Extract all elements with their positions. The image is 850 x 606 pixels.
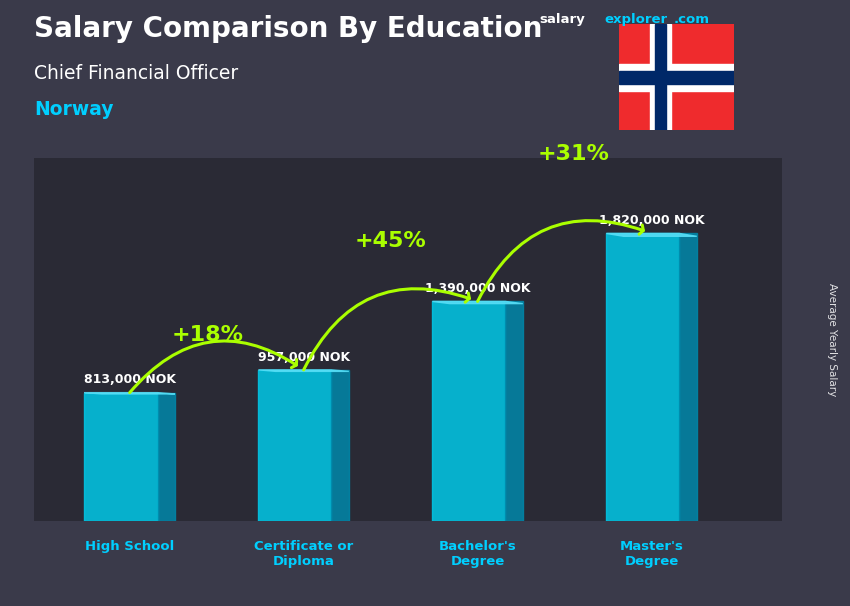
- Text: Chief Financial Officer: Chief Financial Officer: [34, 64, 238, 82]
- Text: High School: High School: [85, 540, 174, 553]
- Text: +45%: +45%: [354, 231, 427, 251]
- Polygon shape: [679, 233, 697, 521]
- Text: Bachelor's
Degree: Bachelor's Degree: [439, 540, 517, 568]
- Polygon shape: [332, 370, 348, 521]
- Polygon shape: [606, 233, 697, 236]
- Text: Certificate or
Diploma: Certificate or Diploma: [254, 540, 354, 568]
- Text: 1,390,000 NOK: 1,390,000 NOK: [425, 282, 530, 295]
- Polygon shape: [433, 301, 523, 304]
- Text: explorer: explorer: [604, 13, 667, 26]
- Bar: [650, 24, 671, 130]
- Text: +31%: +31%: [537, 144, 609, 164]
- Bar: [84, 393, 157, 521]
- Text: 1,820,000 NOK: 1,820,000 NOK: [598, 214, 705, 227]
- Bar: [433, 301, 506, 521]
- Bar: [619, 64, 734, 90]
- Text: Average Yearly Salary: Average Yearly Salary: [827, 283, 837, 396]
- Text: Master's
Degree: Master's Degree: [620, 540, 683, 568]
- Polygon shape: [157, 393, 175, 521]
- Text: 957,000 NOK: 957,000 NOK: [258, 350, 349, 364]
- Polygon shape: [258, 370, 348, 371]
- Text: +18%: +18%: [172, 325, 244, 345]
- Bar: [258, 370, 332, 521]
- Polygon shape: [84, 393, 175, 394]
- Bar: [619, 71, 734, 84]
- Text: .com: .com: [674, 13, 710, 26]
- Text: salary: salary: [540, 13, 586, 26]
- Text: Salary Comparison By Education: Salary Comparison By Education: [34, 15, 542, 43]
- Bar: [655, 24, 666, 130]
- Bar: [606, 233, 679, 521]
- Text: Norway: Norway: [34, 100, 114, 119]
- Polygon shape: [506, 301, 523, 521]
- Text: 813,000 NOK: 813,000 NOK: [83, 373, 176, 386]
